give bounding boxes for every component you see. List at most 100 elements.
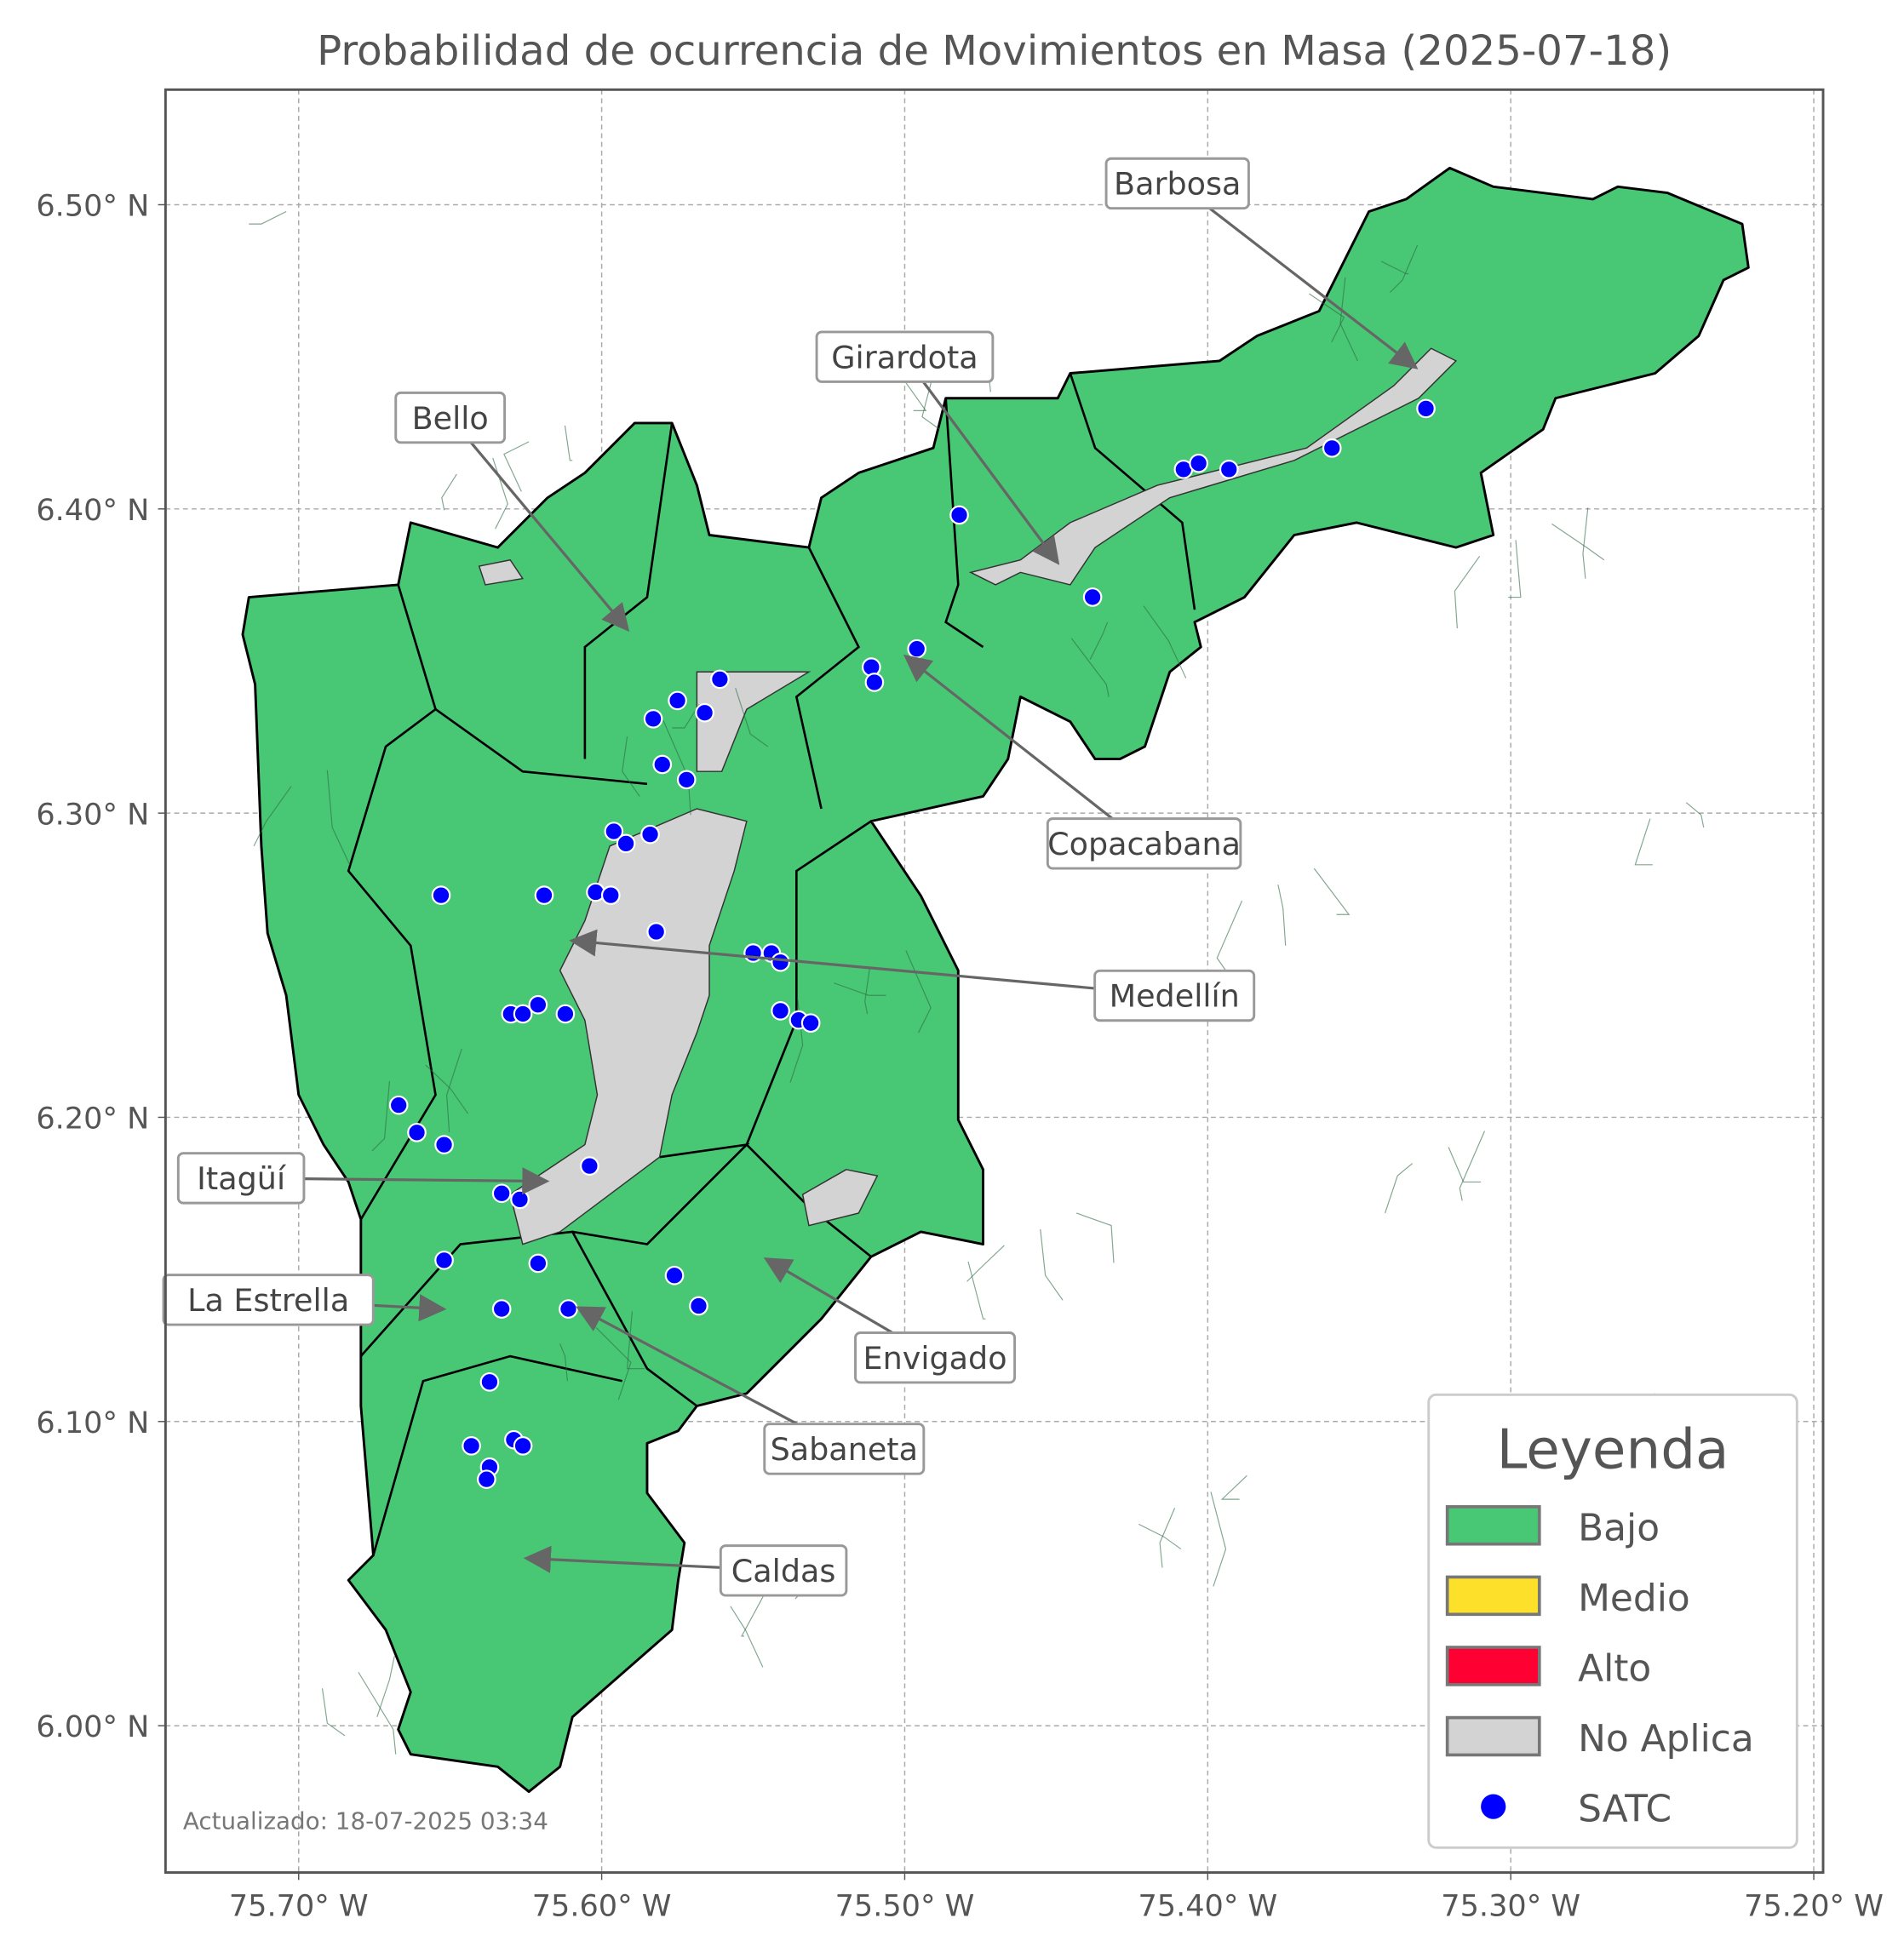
vereda-border: [730, 1606, 764, 1668]
municipal-border: [944, 398, 984, 649]
legend-marker-satc: [1481, 1794, 1506, 1819]
satc-point: [616, 833, 636, 854]
annotation-label-itag: Itagüí: [197, 1160, 287, 1197]
vereda-border: [1089, 621, 1109, 660]
satc-point: [864, 673, 885, 692]
x-tick-label: 75.20° W: [1744, 1889, 1884, 1924]
x-tick-label: 75.60° W: [532, 1889, 672, 1924]
satc-point: [407, 1122, 427, 1142]
vereda-border: [1448, 1147, 1482, 1183]
annotation-arrow: [449, 416, 630, 633]
vereda-border: [1459, 1131, 1486, 1201]
vereda-border: [1508, 540, 1522, 598]
vereda-border: [864, 966, 871, 1015]
x-tick-label: 75.40° W: [1138, 1889, 1277, 1924]
vereda-border: [1390, 244, 1419, 293]
chart-title: Probabilidad de ocurrencia de Movimiento…: [317, 27, 1672, 75]
y-tick-label: 6.10° N: [36, 1406, 149, 1440]
satc-point: [689, 1296, 708, 1316]
vereda-border: [371, 1081, 391, 1152]
satc-point: [710, 669, 730, 690]
legend-swatch-no-aplica: [1445, 1715, 1541, 1757]
satc-point: [434, 1251, 454, 1270]
satc-point: [479, 1371, 500, 1392]
legend-label: Alto: [1578, 1646, 1651, 1690]
urban-area-no-aplica: [696, 671, 811, 772]
annotation-box: [162, 1274, 375, 1326]
axes-frame: [163, 88, 1825, 1875]
satc-point: [652, 754, 673, 775]
municipal-border: [359, 1230, 698, 1407]
annotation-box: [854, 1331, 1017, 1384]
vereda-border: [741, 1589, 767, 1637]
vereda-border: [595, 1327, 632, 1400]
x-tick-label: 75.50° W: [835, 1889, 975, 1924]
vereda-border: [358, 1671, 397, 1755]
vereda-border: [1277, 885, 1287, 946]
vereda-border: [1040, 1228, 1064, 1301]
vereda-border: [735, 688, 769, 747]
satc-point: [676, 770, 697, 790]
legend-swatch-alto: [1445, 1646, 1541, 1686]
satc-point: [491, 1183, 512, 1204]
satc-point: [1082, 587, 1103, 607]
annotation-label-medelln: Medellín: [1110, 978, 1240, 1015]
annotation-box: [394, 391, 507, 444]
satc-point: [643, 709, 663, 729]
vereda-border: [564, 425, 573, 461]
vereda-border: [326, 770, 351, 866]
satc-point: [743, 943, 763, 963]
satc-point: [695, 702, 714, 723]
annotation-box: [763, 1423, 926, 1475]
municipal-border: [434, 708, 648, 786]
satc-point: [491, 1299, 512, 1319]
annotation-arrow: [903, 356, 1060, 565]
footnote: Actualizado: 18-07-2025 03:34: [183, 1806, 548, 1835]
legend-label: SATC: [1578, 1788, 1672, 1831]
annotation-label-copacabana: Copacabana: [1047, 826, 1241, 862]
annotation-arrow: [569, 929, 1175, 998]
y-tick-label: 6.00° N: [36, 1709, 149, 1744]
urban-area-no-aplica: [478, 558, 525, 586]
y-tick-label: 6.40° N: [36, 493, 149, 528]
vereda-border: [425, 1064, 468, 1114]
vereda-border: [966, 1245, 1005, 1282]
vereda-border: [833, 982, 886, 996]
vereda-border: [249, 211, 287, 225]
vereda-border: [1309, 293, 1345, 343]
legend-label: Medio: [1578, 1577, 1690, 1620]
vereda-border: [900, 375, 927, 411]
legend-title: Leyenda: [1497, 1418, 1729, 1482]
satc-point: [1219, 460, 1239, 479]
annotation-box: [1093, 969, 1256, 1022]
satc-point: [771, 952, 790, 972]
vereda-border: [1075, 1212, 1115, 1263]
annotation-arrow: [903, 654, 1145, 845]
vereda-border: [967, 1261, 986, 1320]
legend-swatch-bajo: [1445, 1505, 1541, 1546]
satc-point: [907, 638, 927, 659]
satc-point: [800, 1013, 821, 1033]
vereda-border: [1551, 523, 1605, 561]
vereda-border: [1070, 638, 1110, 697]
vereda-border: [559, 1343, 568, 1382]
annotation-label-bello: Bello: [412, 400, 489, 437]
satc-point: [388, 1095, 409, 1115]
satc-point: [604, 822, 624, 841]
vereda-border: [1220, 1474, 1247, 1500]
municipal-border: [794, 547, 861, 810]
satc-point: [434, 1135, 454, 1154]
municipal-border: [572, 1142, 750, 1245]
annotation-label-caldas: Caldas: [731, 1553, 836, 1589]
satc-point: [477, 1469, 496, 1489]
annotation-box: [719, 1544, 848, 1597]
legend: Leyenda Bajo Medio Alto No Aplica SATC: [1427, 1393, 1798, 1849]
satc-point: [462, 1436, 481, 1456]
annotation-label-sabaneta: Sabaneta: [771, 1431, 918, 1468]
x-tick-label: 75.70° W: [229, 1889, 369, 1924]
satc-point: [513, 1004, 533, 1024]
legend-swatch-medio: [1445, 1575, 1541, 1617]
map-regions: [241, 166, 1750, 1794]
vereda-border: [1138, 1523, 1182, 1550]
vereda-border: [905, 950, 932, 1033]
